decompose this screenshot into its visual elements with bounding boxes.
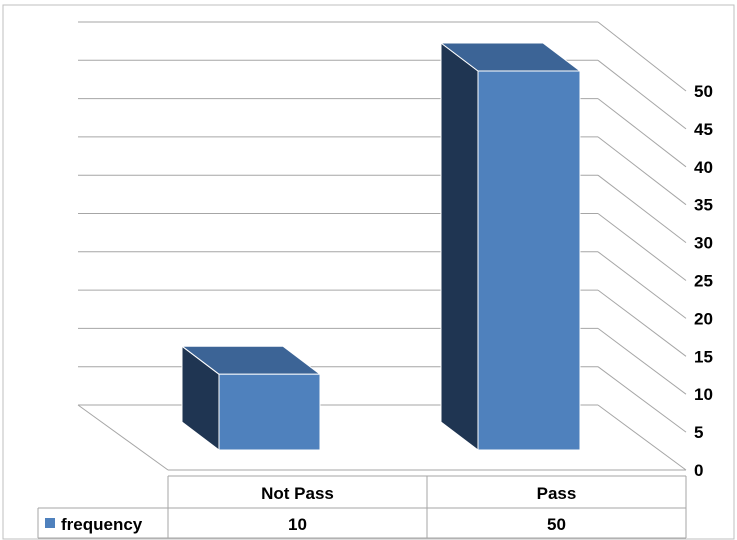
gridline-side bbox=[597, 213, 687, 281]
gridline-side bbox=[597, 136, 687, 206]
gridline-side bbox=[597, 251, 687, 319]
bar-front-face bbox=[477, 70, 581, 451]
floor-edge-left bbox=[77, 404, 169, 471]
gridline-side bbox=[597, 98, 687, 168]
gridline-side bbox=[597, 327, 687, 395]
x-category-label: Not Pass bbox=[261, 484, 334, 503]
y-tick-label: 45 bbox=[694, 120, 713, 139]
y-tick-label: 30 bbox=[694, 234, 713, 253]
y-axis-ticks: 0 5 10 15 20 25 30 35 40 45 50 bbox=[694, 82, 713, 480]
bar-not-pass bbox=[180, 345, 322, 452]
data-label: 50 bbox=[547, 515, 566, 534]
legend-label-frequency: frequency bbox=[61, 515, 143, 534]
y-tick-label: 5 bbox=[694, 423, 703, 442]
gridline-side bbox=[597, 289, 687, 357]
bar-pass bbox=[439, 41, 582, 452]
data-label: 10 bbox=[288, 515, 307, 534]
y-tick-label: 0 bbox=[694, 461, 703, 480]
gridline-side bbox=[597, 21, 687, 92]
bars bbox=[180, 41, 582, 452]
gridline-side bbox=[597, 59, 687, 130]
data-table: Not Pass 10 Pass 50 frequency bbox=[37, 475, 687, 539]
gridline-side bbox=[597, 366, 687, 433]
y-tick-label: 35 bbox=[694, 196, 713, 215]
y-tick-label: 40 bbox=[694, 158, 713, 177]
bar-side-face bbox=[440, 41, 479, 452]
gridline-side bbox=[597, 404, 687, 471]
y-tick-label: 25 bbox=[694, 272, 713, 291]
y-tick-label: 15 bbox=[694, 347, 713, 366]
gridline-side bbox=[597, 174, 687, 243]
y-tick-label: 10 bbox=[694, 385, 713, 404]
legend-key-frequency bbox=[45, 518, 55, 528]
y-tick-label: 20 bbox=[694, 309, 713, 328]
x-category-label: Pass bbox=[537, 484, 577, 503]
y-tick-label: 50 bbox=[694, 82, 713, 101]
bar-front-face bbox=[218, 373, 321, 451]
